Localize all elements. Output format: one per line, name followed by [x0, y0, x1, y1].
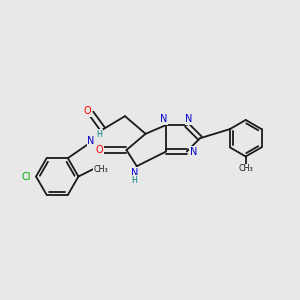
Text: N: N	[190, 147, 197, 157]
Text: N: N	[131, 168, 138, 178]
Text: H: H	[96, 130, 102, 139]
Text: N: N	[185, 114, 193, 124]
Text: O: O	[84, 106, 92, 116]
Text: H: H	[131, 176, 137, 185]
Text: CH₃: CH₃	[238, 164, 253, 173]
Text: O: O	[95, 145, 103, 155]
Text: Cl: Cl	[22, 172, 32, 182]
Text: N: N	[160, 114, 167, 124]
Text: N: N	[87, 136, 95, 146]
Text: CH₃: CH₃	[93, 165, 108, 174]
